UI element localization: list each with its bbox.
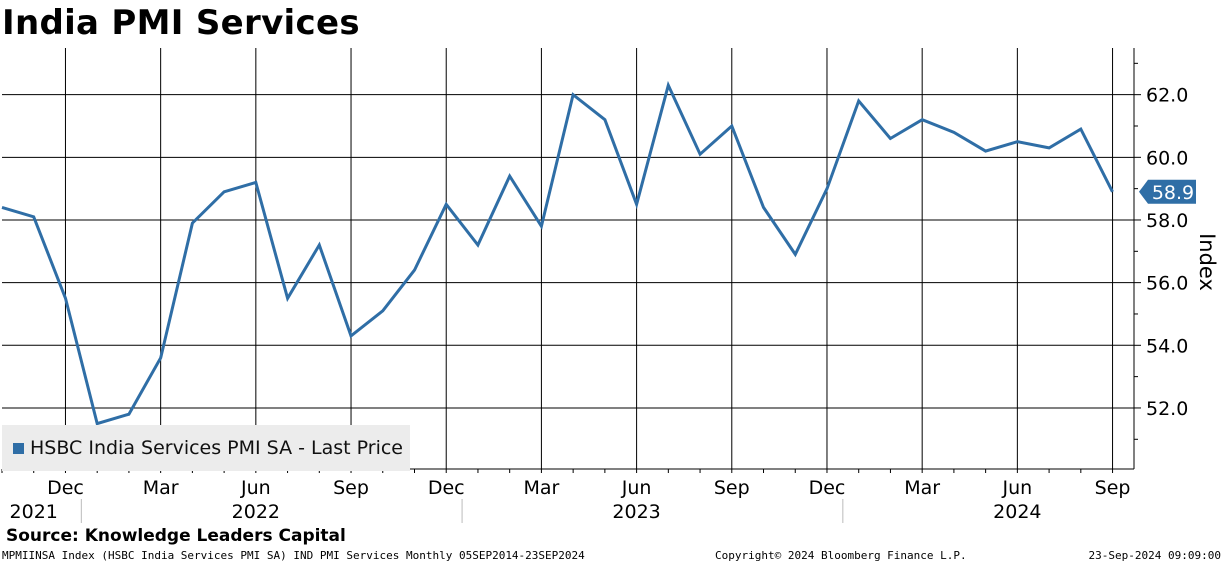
year-label: 2021 bbox=[10, 501, 58, 523]
x-tick-label: Mar bbox=[904, 477, 940, 499]
x-tick-label: Dec bbox=[47, 477, 84, 499]
year-label: 2024 bbox=[993, 501, 1041, 523]
y-tick-label: 60.0 bbox=[1146, 147, 1188, 169]
y-axis-title: Index bbox=[1195, 233, 1219, 291]
x-tick-label: Sep bbox=[333, 477, 369, 499]
year-label: 2023 bbox=[612, 501, 660, 523]
legend-swatch bbox=[13, 442, 24, 454]
y-tick-label: 54.0 bbox=[1146, 335, 1188, 357]
last-value-marker bbox=[1139, 179, 1196, 204]
y-tick-label: 58.0 bbox=[1146, 210, 1188, 232]
series-line bbox=[1, 80, 1114, 426]
y-tick-label: 56.0 bbox=[1146, 273, 1188, 295]
x-tick-label: Sep bbox=[1095, 477, 1131, 499]
series-layer bbox=[1, 80, 1114, 426]
y-tick-label: 52.0 bbox=[1146, 398, 1188, 420]
x-tick-label: Sep bbox=[714, 477, 750, 499]
legend: HSBC India Services PMI SA - Last Price bbox=[2, 425, 410, 471]
legend-label: HSBC India Services PMI SA - Last Price bbox=[30, 437, 403, 459]
grid-layer bbox=[2, 48, 1134, 469]
chart-title: India PMI Services bbox=[2, 3, 360, 43]
x-tick-label: Jun bbox=[240, 477, 271, 499]
year-label: 2022 bbox=[232, 501, 280, 523]
axis-layer: 52.0 54.0 56.0 58.0 60.0 62.0 Dec Mar Jun Sep Dec M… bbox=[1, 48, 1219, 523]
x-tick-label: Jun bbox=[1002, 477, 1033, 499]
x-tick-label: Dec bbox=[809, 477, 846, 499]
x-tick-label: Jun bbox=[621, 477, 652, 499]
label-layer: 58.9 bbox=[1139, 179, 1196, 204]
footer-timestamp: 23-Sep-2024 09:09:00 bbox=[1088, 549, 1221, 562]
source-note: Source: Knowledge Leaders Capital bbox=[6, 526, 346, 546]
x-tick-label: Mar bbox=[143, 477, 179, 499]
footer-index-info: MPMIINSA Index (HSBC India Services PMI … bbox=[2, 549, 585, 562]
x-tick-label: Mar bbox=[523, 477, 559, 499]
y-tick-label: 62.0 bbox=[1146, 85, 1188, 107]
footer-copyright: Copyright© 2024 Bloomberg Finance L.P. bbox=[715, 549, 967, 562]
last-value-label: 58.9 bbox=[1152, 182, 1194, 204]
x-tick-label: Dec bbox=[428, 477, 465, 499]
